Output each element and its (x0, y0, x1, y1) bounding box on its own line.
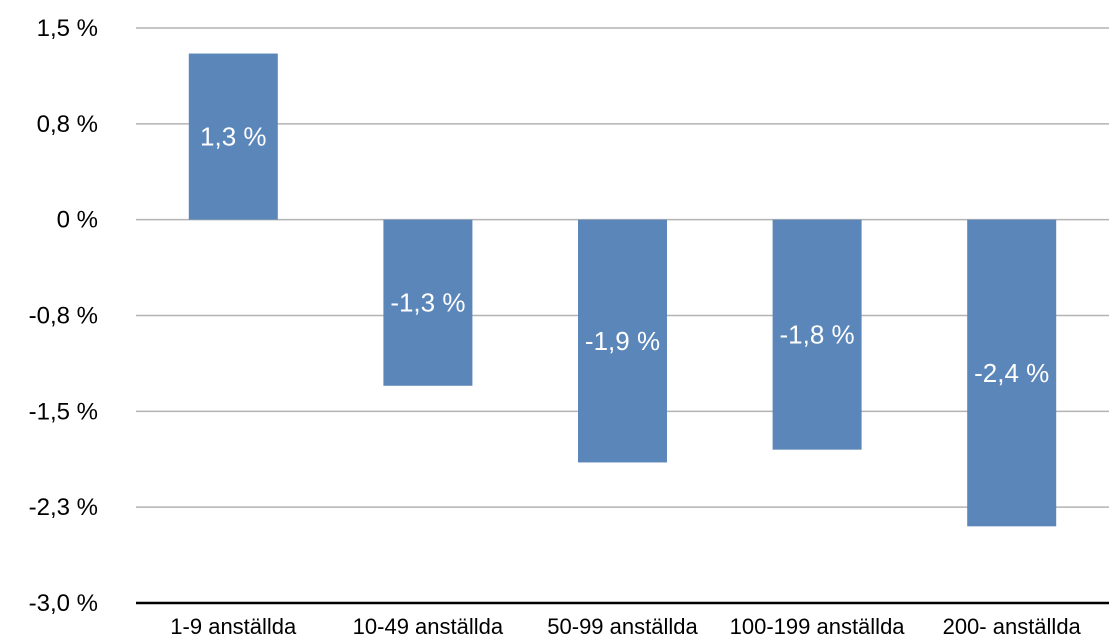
category-label: 10-49 anställda (353, 614, 504, 639)
y-axis-tick-labels: 1,5 % 0,8 % 0 % -0,8 % -1,5 % -2,3 % -3,0 % (29, 15, 98, 617)
category-label: 200- anställda (943, 614, 1082, 639)
y-tick-label: 0,8 % (37, 111, 98, 138)
y-tick-label: -0,8 % (29, 303, 98, 330)
y-tick-label: -1,5 % (29, 398, 98, 425)
data-label: -1,3 % (390, 288, 465, 318)
bar (188, 53, 278, 220)
category-label: 1-9 anställda (170, 614, 297, 639)
category-label: 100-199 anställda (730, 614, 906, 639)
y-tick-label: 0 % (57, 207, 98, 234)
category-label: 50-99 anställda (547, 614, 698, 639)
data-label: -2,4 % (974, 358, 1049, 388)
x-axis-category-labels: 1-9 anställda 10-49 anställda 50-99 anstäl… (170, 614, 1081, 639)
bar (772, 219, 862, 450)
data-label: -1,8 % (780, 320, 855, 350)
y-tick-label: -3,0 % (29, 590, 98, 617)
data-label: 1,3 % (200, 122, 267, 152)
y-tick-label: -2,3 % (29, 494, 98, 521)
bar (578, 219, 667, 463)
data-label: -1,9 % (585, 326, 660, 356)
bar (383, 219, 473, 386)
bar (967, 219, 1057, 527)
y-tick-label: 1,5 % (37, 15, 98, 42)
bars (188, 53, 1057, 527)
data-labels: 1,3 % -1,3 % -1,9 % -1,8 % -2,4 % (200, 122, 1049, 388)
